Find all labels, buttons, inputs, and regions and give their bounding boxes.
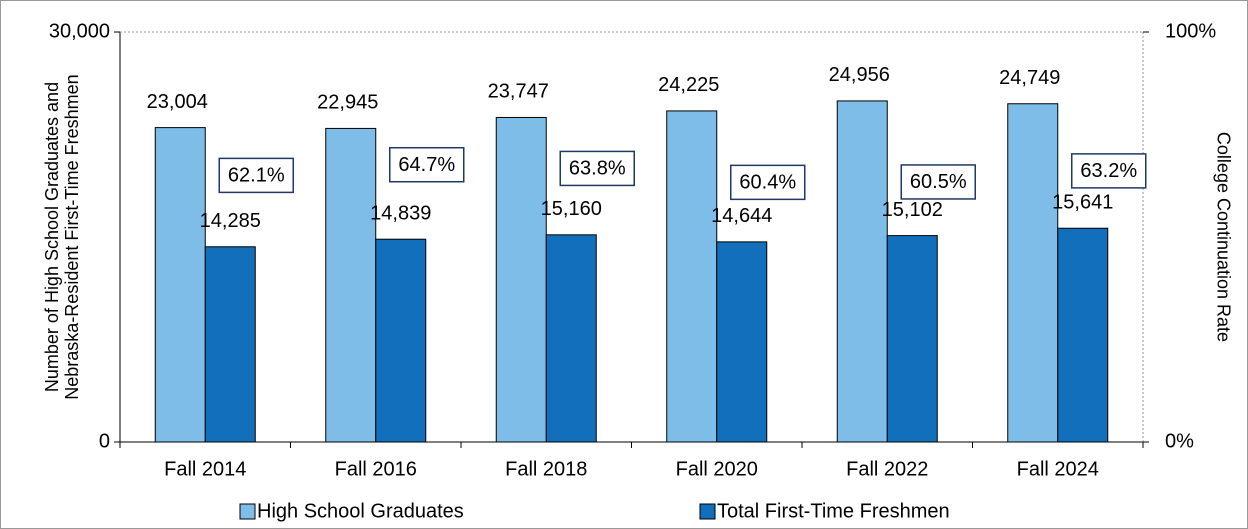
x-tick-label: Fall 2016 <box>335 458 417 480</box>
value-label: 23,747 <box>488 81 549 103</box>
rate-box <box>218 157 294 194</box>
y-axis-label: Number of High School Graduates and Nebr… <box>42 74 82 400</box>
y-tick-label: 30,000 <box>49 20 110 42</box>
x-tick-label: Fall 2020 <box>676 458 758 480</box>
x-tick-label: Fall 2024 <box>1017 458 1099 480</box>
value-label: 24,749 <box>999 67 1060 89</box>
rate-box <box>559 150 635 187</box>
bar <box>836 100 888 443</box>
legend-swatch <box>699 503 716 520</box>
bar <box>716 241 768 443</box>
y2-tick-label: 0% <box>1165 430 1194 452</box>
rate-label: 63.8% <box>569 158 626 180</box>
rate-box <box>730 164 806 201</box>
x-tick-label: Fall 2018 <box>505 458 587 480</box>
value-label: 15,102 <box>882 199 943 221</box>
y2-tick-label: 100% <box>1165 20 1216 42</box>
legend-label: High School Graduates <box>257 500 464 522</box>
rate-label: 64.7% <box>398 154 455 176</box>
bar <box>325 127 377 443</box>
value-label: 24,225 <box>658 74 719 96</box>
bar <box>375 238 427 443</box>
value-label: 22,945 <box>317 92 378 114</box>
rate-label: 60.5% <box>910 171 967 193</box>
x-tick-label: Fall 2022 <box>846 458 928 480</box>
bar <box>204 246 256 443</box>
value-label: 15,160 <box>541 198 602 220</box>
value-label: 14,839 <box>370 202 431 224</box>
rate-box <box>389 146 465 183</box>
bar <box>666 110 718 443</box>
rate-box <box>1071 153 1147 189</box>
rate-label: 63.2% <box>1080 160 1137 182</box>
value-label: 15,641 <box>1052 192 1113 214</box>
rate-label: 62.1% <box>228 165 285 187</box>
value-label: 14,644 <box>711 205 772 227</box>
bar <box>886 235 938 443</box>
bar <box>154 127 206 443</box>
rate-label: 60.4% <box>739 172 796 194</box>
bar <box>1057 227 1109 443</box>
bar <box>495 116 547 443</box>
value-label: 23,004 <box>147 91 208 113</box>
value-label: 24,956 <box>829 64 890 86</box>
bar <box>1007 103 1059 443</box>
y2-axis-label: College Continuation Rate <box>1213 132 1233 342</box>
legend-label: Total First-Time Freshmen <box>717 500 950 522</box>
legend-swatch <box>239 503 256 520</box>
rate-box <box>900 164 976 200</box>
y-tick-label: 0 <box>99 430 110 452</box>
bar <box>545 234 597 443</box>
x-tick-label: Fall 2014 <box>164 458 246 480</box>
value-label: 14,285 <box>200 210 261 232</box>
